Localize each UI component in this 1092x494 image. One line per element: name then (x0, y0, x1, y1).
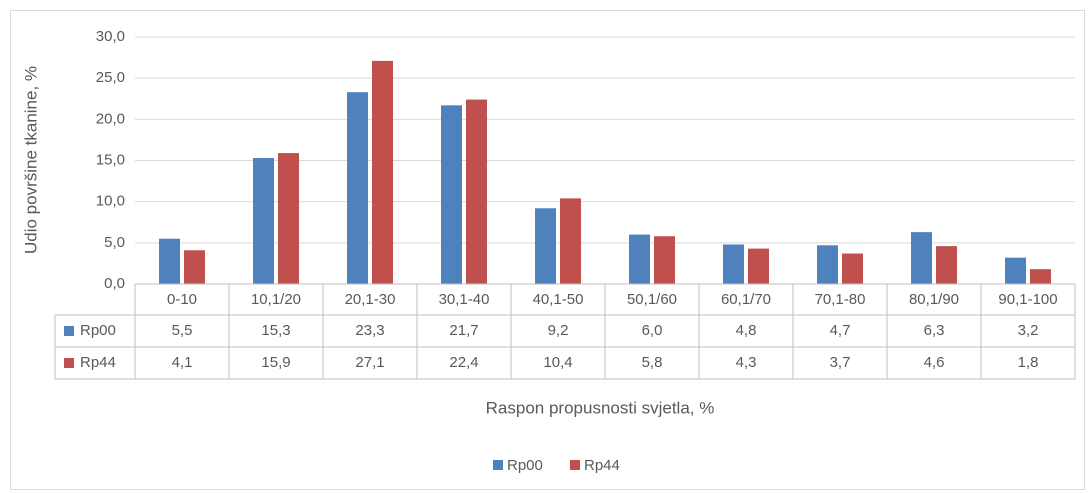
x-tick-label: 30,1-40 (439, 291, 490, 308)
legend-label: Rp44 (584, 457, 620, 474)
bar (817, 245, 838, 284)
table-value: 10,4 (543, 354, 572, 371)
table-value: 4,7 (830, 322, 851, 339)
bar (629, 234, 650, 284)
table-value: 6,0 (642, 322, 663, 339)
bar (466, 99, 487, 284)
bar (441, 105, 462, 284)
table-value: 5,8 (642, 354, 663, 371)
x-tick-label: 40,1-50 (533, 291, 584, 308)
bar (654, 236, 675, 284)
x-axis-title: Raspon propusnosti svjetla, % (486, 398, 715, 417)
table-value: 27,1 (355, 354, 384, 371)
y-tick-label: 20,0 (96, 110, 125, 127)
bar (253, 158, 274, 284)
table-value: 4,6 (924, 354, 945, 371)
table-legend-key (64, 358, 74, 368)
y-tick-label: 10,0 (96, 193, 125, 210)
bar (936, 246, 957, 284)
y-tick-label: 5,0 (104, 234, 125, 251)
y-axis-title: Udio površine tkanine, % (21, 66, 40, 254)
table-value: 3,7 (830, 354, 851, 371)
table-series-name: Rp00 (80, 322, 116, 339)
x-tick-label: 0-10 (167, 291, 197, 308)
legend-label: Rp00 (507, 457, 543, 474)
bar (278, 153, 299, 284)
bar (560, 198, 581, 284)
table-value: 15,9 (261, 354, 290, 371)
bar (1030, 269, 1051, 284)
legend-key (570, 460, 580, 470)
table-value: 5,5 (172, 322, 193, 339)
x-tick-label: 80,1/90 (909, 291, 959, 308)
bar (723, 244, 744, 284)
table-series-name: Rp44 (80, 354, 116, 371)
x-tick-label: 50,1/60 (627, 291, 677, 308)
table-value: 1,8 (1018, 354, 1039, 371)
table-value: 4,8 (736, 322, 757, 339)
x-tick-label: 20,1-30 (345, 291, 396, 308)
bar (748, 248, 769, 284)
table-value: 21,7 (449, 322, 478, 339)
table-value: 9,2 (548, 322, 569, 339)
x-tick-label: 90,1-100 (998, 291, 1057, 308)
bar (184, 250, 205, 284)
bar (159, 238, 180, 284)
y-tick-label: 30,0 (96, 28, 125, 45)
bar (347, 92, 368, 284)
table-value: 4,3 (736, 354, 757, 371)
table-value: 22,4 (449, 354, 478, 371)
y-tick-label: 0,0 (104, 275, 125, 292)
bar (911, 232, 932, 284)
y-tick-label: 25,0 (96, 69, 125, 86)
table-value: 4,1 (172, 354, 193, 371)
table-value: 23,3 (355, 322, 384, 339)
table-value: 15,3 (261, 322, 290, 339)
bar (372, 60, 393, 285)
bar (842, 253, 863, 284)
legend-key (493, 460, 503, 470)
y-tick-label: 15,0 (96, 151, 125, 168)
bar (535, 208, 556, 284)
bar (1005, 257, 1026, 284)
table-legend-key (64, 326, 74, 336)
table-value: 6,3 (924, 322, 945, 339)
x-tick-label: 70,1-80 (815, 291, 866, 308)
table-value: 3,2 (1018, 322, 1039, 339)
x-tick-label: 10,1/20 (251, 291, 301, 308)
x-tick-label: 60,1/70 (721, 291, 771, 308)
